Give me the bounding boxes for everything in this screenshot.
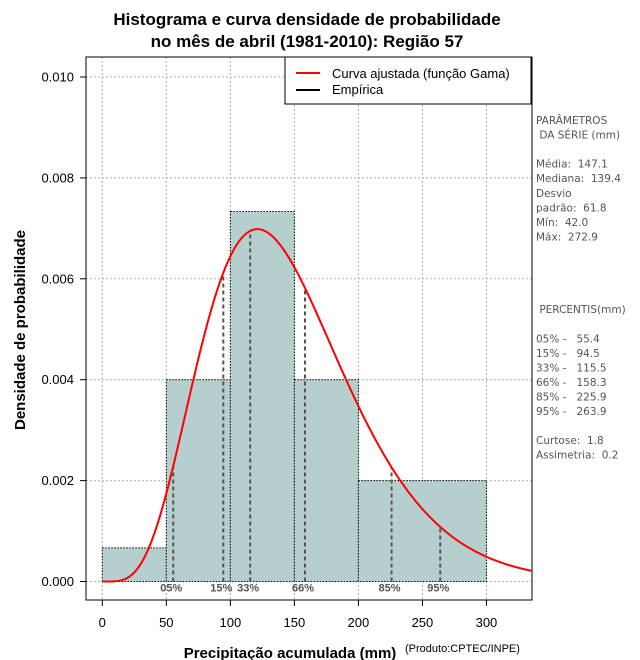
chart-subtitle: no mês de abril (1981-2010): Região 57	[151, 32, 464, 51]
percentile-markers: 05% 15% 33% 66% 85% 95%	[160, 230, 449, 595]
histogram-bar	[357, 480, 487, 583]
stats-line: Mín: 42.0	[536, 217, 588, 229]
x-tick-label: 0	[99, 615, 106, 630]
y-axis-label: Densidade de probabilidade	[12, 230, 29, 430]
y-tick-label: 0.006	[41, 271, 74, 286]
x-tick-label: 300	[476, 615, 498, 630]
fitted-curve	[102, 228, 532, 583]
histogram-bar	[229, 211, 295, 583]
percentile-label: 15%	[210, 583, 232, 595]
x-tick-label: 250	[412, 615, 434, 630]
x-tick-label: 100	[219, 615, 241, 630]
stats-line: 15% - 94.5	[536, 348, 600, 360]
stats-line: 66% - 158.3	[536, 377, 607, 389]
axes: 0 50 100 150 200 250 300 0.000 0.002 0.004 0.006 0.…	[41, 56, 533, 630]
product-credit: (Produto:CPTEC/INPE)	[405, 643, 520, 655]
x-axis-label: Precipitação acumulada (mm)	[184, 645, 397, 660]
x-tick-label: 150	[284, 615, 306, 630]
stats-line: padrão: 61.8	[536, 202, 607, 214]
percentile-label: 85%	[379, 583, 401, 595]
histogram-bar	[165, 379, 231, 583]
stats-line: Desvio	[536, 188, 572, 200]
statistics-panel: PARÂMETROS DA SÉRIE (mm) Média: 147.1 Medi…	[536, 114, 626, 462]
stats-line: 05% - 55.4	[536, 333, 600, 345]
stats-line: DA SÉRIE (mm)	[536, 129, 620, 142]
stats-line: Curtose: 1.8	[536, 435, 604, 447]
legend-box	[284, 56, 532, 105]
stats-line: Média: 147.1	[536, 159, 608, 171]
stats-line: 33% - 115.5	[536, 362, 607, 374]
stats-line: Máx: 272.9	[536, 231, 598, 243]
histogram-bar	[101, 547, 167, 583]
y-tick-label: 0.004	[41, 372, 74, 387]
legend-fitted-label: Curva ajustada (função Gama)	[332, 66, 510, 81]
y-tick-label: 0.010	[41, 70, 74, 85]
percentile-label: 33%	[237, 583, 259, 595]
stats-line: PARÂMETROS	[536, 114, 608, 127]
percentile-label: 95%	[427, 583, 449, 595]
x-tick-label: 50	[159, 615, 173, 630]
fitted-gamma-curve	[102, 228, 532, 583]
chart-title: Histograma e curva densidade de probabil…	[113, 10, 500, 29]
y-tick-label: 0.000	[41, 574, 74, 589]
x-tick-label: 200	[348, 615, 370, 630]
y-tick-label: 0.002	[41, 473, 74, 488]
histogram-bar	[293, 379, 359, 583]
percentile-label: 66%	[292, 583, 314, 595]
stats-line: Mediana: 139.4	[536, 173, 621, 185]
percentile-label: 05%	[160, 583, 182, 595]
stats-line: 85% - 225.9	[536, 391, 607, 403]
legend: Curva ajustada (função Gama) Empírica	[284, 56, 532, 105]
legend-empirical-label: Empírica	[332, 82, 384, 97]
stats-line: Assimetria: 0.2	[536, 450, 618, 462]
y-tick-label: 0.008	[41, 170, 74, 185]
stats-line: PERCENTIS(mm)	[536, 304, 626, 316]
stats-line: 95% - 263.9	[536, 406, 607, 418]
